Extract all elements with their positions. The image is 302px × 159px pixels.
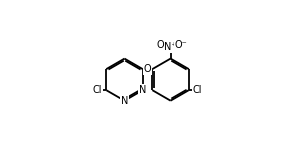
Text: O: O <box>156 40 164 50</box>
Text: N: N <box>139 85 146 95</box>
Text: O⁻: O⁻ <box>175 40 187 50</box>
Text: Cl: Cl <box>93 85 102 95</box>
Text: N: N <box>121 96 128 106</box>
Text: Cl: Cl <box>193 85 202 95</box>
Text: N⁺: N⁺ <box>164 42 177 52</box>
Text: O: O <box>144 64 151 74</box>
